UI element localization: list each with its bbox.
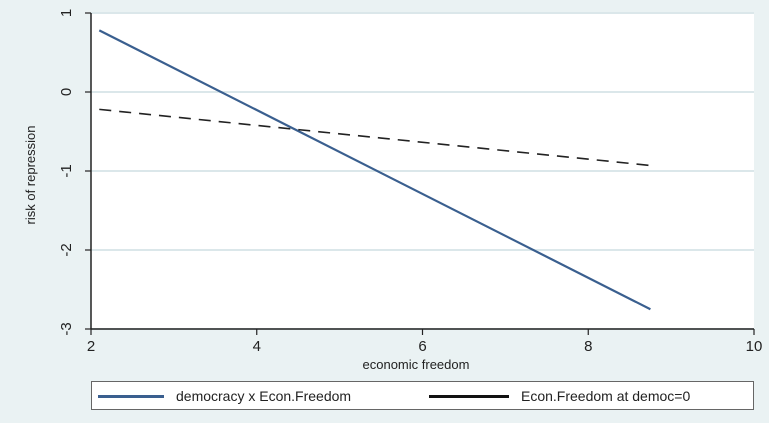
y-axis-label: risk of repression — [23, 126, 38, 225]
legend-item-econ-freedom-at-democ-0: Econ.Freedom at democ=0 — [429, 387, 690, 405]
legend-label: democracy x Econ.Freedom — [176, 388, 352, 404]
x-tick-label: 2 — [87, 338, 95, 355]
x-axis-label: economic freedom — [363, 357, 470, 372]
x-tick-label: 8 — [584, 338, 592, 355]
y-tick-label: -1 — [58, 164, 75, 177]
series-lines — [98, 29, 651, 311]
x-tick-label: 4 — [253, 338, 261, 355]
x-tick-label: 6 — [418, 338, 426, 355]
y-tick-label: -2 — [58, 243, 75, 256]
legend-swatch-dark — [429, 394, 509, 398]
x-tick-label: 10 — [746, 338, 763, 355]
axis-ticks: 2 4 6 8 10 -3 -2 -1 0 1 — [58, 9, 762, 355]
econ-freedom-democ-zero-line — [99, 108, 651, 167]
y-tick-label: -3 — [58, 322, 75, 335]
y-tick-label: 0 — [58, 88, 75, 96]
legend: democracy x Econ.Freedom Econ.Freedom at… — [91, 381, 754, 410]
democracy-econ-freedom-line — [98, 29, 651, 311]
y-tick-label: 1 — [58, 9, 75, 17]
legend-label: Econ.Freedom at democ=0 — [521, 388, 691, 404]
legend-swatch-solid — [98, 394, 164, 398]
legend-item-democracy-x-econ-freedom: democracy x Econ.Freedom — [98, 387, 351, 405]
